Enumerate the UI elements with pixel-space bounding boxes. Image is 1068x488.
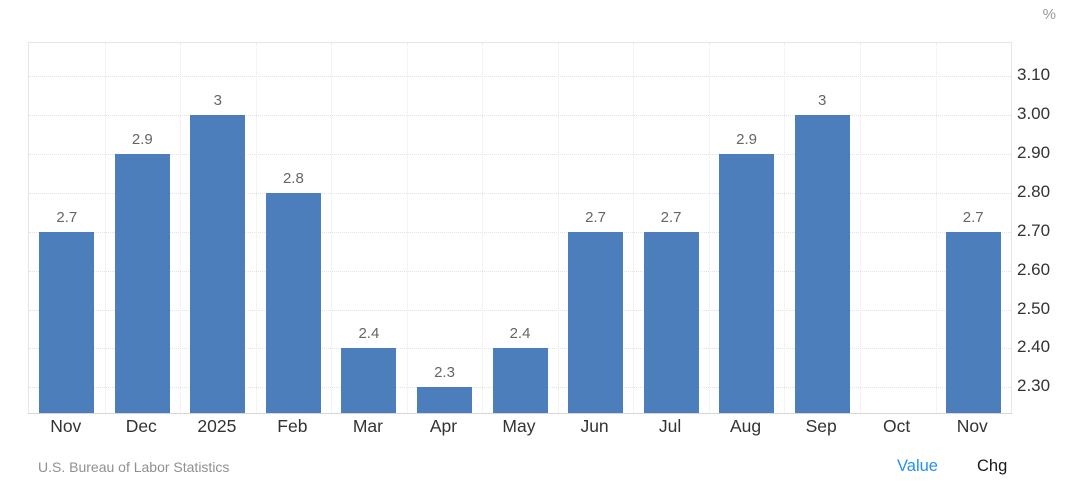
- x-axis-tick-label: Apr: [429, 416, 458, 436]
- y-axis-tick-label: 2.70: [1017, 220, 1051, 240]
- y-axis-tick-label: 2.80: [1017, 181, 1051, 201]
- horizontal-gridline: [29, 309, 1011, 311]
- bar-value-label: 2.4: [509, 325, 531, 343]
- bar-value-label: 2.9: [131, 130, 153, 148]
- bar-value-label: 2.7: [962, 208, 984, 226]
- vertical-gridline: [557, 43, 559, 413]
- x-axis-tick-label: Dec: [125, 416, 157, 436]
- y-axis-unit-label: %: [1042, 6, 1056, 23]
- x-axis-tick-label: Jun: [580, 416, 609, 436]
- bar-may[interactable]: [492, 348, 548, 413]
- bar-value-label: 3: [818, 92, 827, 109]
- x-axis-tick-label: Feb: [277, 416, 308, 436]
- x-axis-tick-label: May: [502, 416, 536, 436]
- bar-jul[interactable]: [643, 231, 699, 413]
- horizontal-gridline: [29, 76, 1011, 78]
- x-axis-tick-label: 2025: [197, 416, 237, 436]
- bar-aug[interactable]: [719, 153, 775, 413]
- horizontal-gridline: [29, 270, 1011, 272]
- x-axis-tick-label: Mar: [352, 416, 383, 436]
- bar-value-label: 2.9: [736, 130, 758, 148]
- vertical-gridline: [482, 43, 484, 413]
- vertical-gridline: [406, 43, 408, 413]
- y-axis-tick-label: 2.30: [1017, 376, 1051, 396]
- bar-value-label: 2.7: [585, 208, 606, 226]
- bar-jun[interactable]: [568, 231, 623, 413]
- vertical-gridline: [784, 43, 786, 413]
- vertical-gridline: [859, 43, 861, 413]
- bar-value-label: 2.7: [660, 208, 682, 226]
- horizontal-gridline: [29, 115, 1011, 116]
- bar-dec[interactable]: [114, 153, 170, 413]
- bar-sep[interactable]: [794, 115, 850, 413]
- horizontal-gridline: [29, 192, 1011, 194]
- y-axis-tick-label: 2.60: [1017, 259, 1051, 279]
- x-axis-tick-label: Nov: [956, 416, 988, 436]
- bar-value-label: 2.8: [282, 169, 304, 187]
- bar-apr[interactable]: [417, 387, 472, 413]
- bar-value-label: 3: [213, 92, 222, 109]
- y-axis-tick-label: 3.00: [1017, 104, 1051, 123]
- bar-value-label: 2.7: [56, 208, 78, 226]
- plot-area: 2.7 2.9 3 2.8 2.4 2.3 2.4 2.7 2.7 2.9 3 2.7: [28, 42, 1012, 414]
- x-axis-tick-label: Nov: [50, 416, 82, 436]
- vertical-gridline: [633, 43, 635, 413]
- vertical-gridline: [255, 43, 257, 413]
- chg-tab[interactable]: Chg: [977, 457, 1008, 475]
- vertical-gridline: [331, 43, 333, 413]
- bar-value-label: 2.4: [358, 325, 380, 343]
- vertical-gridline: [104, 43, 106, 413]
- y-axis-tick-label: 2.90: [1017, 142, 1051, 162]
- bar-value-label: 2.3: [434, 364, 455, 382]
- x-axis-tick-label: Sep: [805, 416, 837, 436]
- vertical-gridline: [708, 43, 710, 413]
- y-axis-tick-label: 2.50: [1017, 298, 1051, 318]
- bar-2025[interactable]: [190, 115, 246, 413]
- value-tab[interactable]: Value: [897, 457, 938, 475]
- y-axis-tick-label: 3.10: [1017, 65, 1051, 85]
- vertical-gridline: [180, 43, 182, 413]
- source-attribution: U.S. Bureau of Labor Statistics: [38, 459, 230, 475]
- y-axis-tick-label: 2.40: [1017, 337, 1051, 357]
- x-axis-tick-label: Jul: [658, 416, 682, 436]
- bar-feb[interactable]: [265, 192, 321, 413]
- horizontal-gridline: [29, 231, 1011, 233]
- bar-nov[interactable]: [39, 231, 95, 413]
- bar-mar[interactable]: [341, 348, 397, 413]
- horizontal-gridline: [29, 153, 1011, 155]
- bar-nov[interactable]: [945, 231, 1001, 413]
- x-axis-tick-label: Oct: [883, 416, 911, 436]
- vertical-gridline: [935, 43, 937, 413]
- x-axis-tick-label: Aug: [729, 416, 762, 436]
